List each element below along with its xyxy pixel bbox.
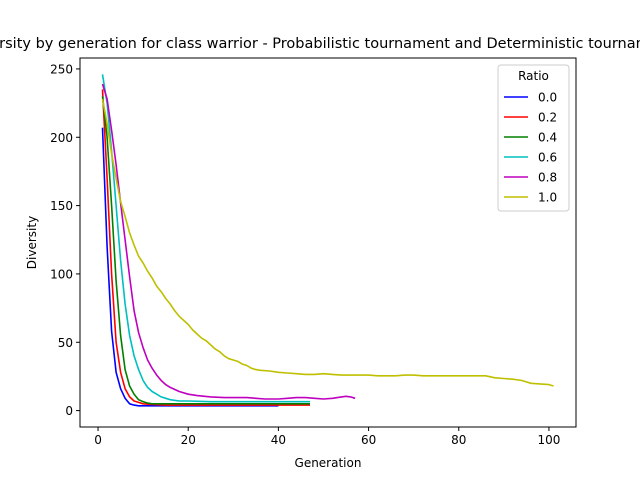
y-tick-label: 0: [65, 404, 73, 418]
plot-area: [101, 74, 554, 407]
y-tick-label: 50: [58, 336, 73, 350]
series-line-0-6: [101, 74, 310, 403]
x-tick-label: 40: [271, 433, 286, 447]
y-tick-label: 250: [50, 62, 73, 76]
legend-label: 0.6: [538, 151, 557, 165]
series-line-1-0: [101, 98, 554, 387]
x-tick-label: 80: [451, 433, 466, 447]
y-axis-label: Diversity: [25, 216, 39, 269]
axes-frame: [79, 57, 577, 428]
x-tick-label: 60: [361, 433, 376, 447]
y-tick-label: 100: [50, 267, 73, 281]
chart-title: Diversity by generation for class warrio…: [0, 36, 640, 52]
x-tick-label: 20: [181, 433, 196, 447]
legend-label: 0.8: [538, 171, 557, 185]
series-line-0-8: [101, 83, 356, 400]
x-tick-label: 0: [94, 433, 102, 447]
legend-label: 0.0: [538, 91, 557, 105]
legend-title: Ratio: [518, 69, 549, 83]
legend-label: 1.0: [538, 191, 557, 205]
series-line-0-4: [101, 96, 310, 405]
legend: Ratio 0.0 0.2 0.4 0.6 0.8 1.0: [497, 64, 570, 212]
y-axis-ticks: 0 50 100 150 200 250: [50, 62, 80, 418]
y-tick-label: 200: [50, 131, 73, 145]
legend-label: 0.2: [538, 111, 557, 125]
x-axis-ticks: 0 20 40 60 80 100: [94, 427, 560, 447]
legend-box: [497, 64, 570, 212]
x-tick-label: 100: [537, 433, 560, 447]
legend-label: 0.4: [538, 131, 557, 145]
y-tick-label: 150: [50, 199, 73, 213]
series-line-0-2: [101, 89, 310, 406]
x-axis-label: Generation: [295, 456, 362, 470]
